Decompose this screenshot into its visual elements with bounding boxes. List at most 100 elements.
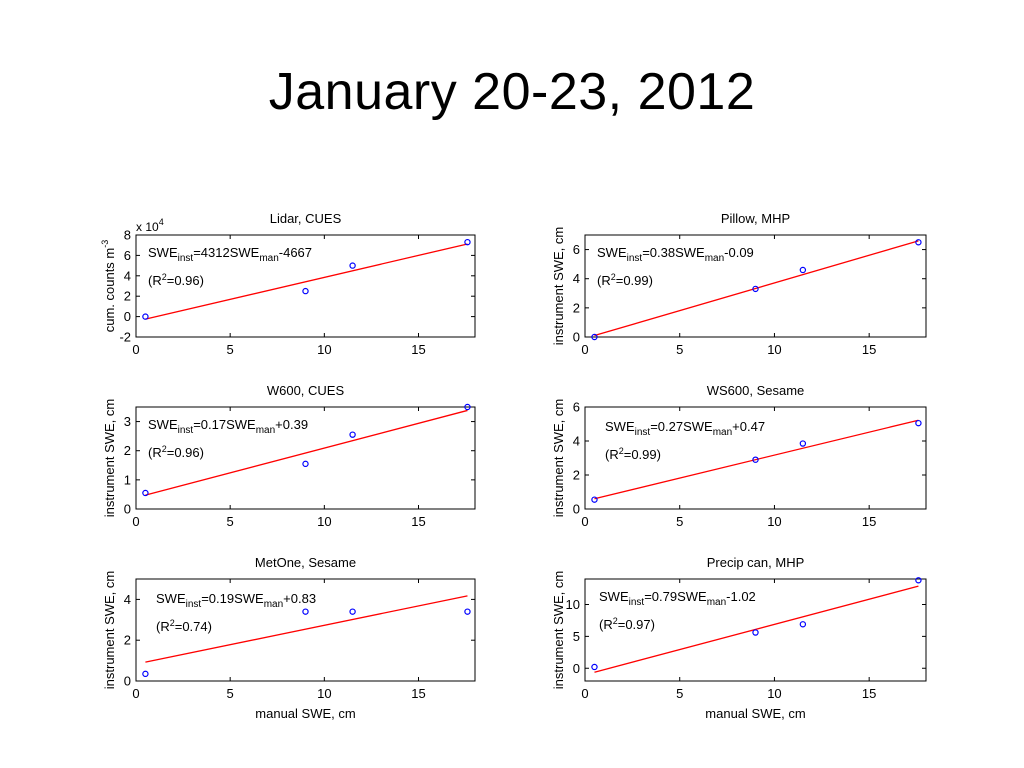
y-tick-label: 4 [124, 592, 131, 607]
fit-line [145, 409, 468, 496]
x-tick-label: 15 [862, 342, 876, 357]
x-tick-label: 5 [676, 686, 683, 701]
x-tick-label: 0 [581, 342, 588, 357]
data-point [799, 621, 807, 628]
slide-title: January 20-23, 2012 [268, 63, 756, 121]
y-tick-label: 6 [573, 400, 580, 415]
plot-frame [584, 234, 927, 338]
y-axis-label: cum. counts m-3 [100, 240, 117, 333]
data-point [142, 489, 149, 497]
y-tick-label: 2 [124, 289, 131, 304]
y-tick-label: 2 [573, 468, 580, 483]
chart-title: Lidar, CUES [270, 211, 342, 226]
fit-line [594, 240, 919, 337]
x-tick-label: 15 [411, 514, 425, 529]
y-tick-label: 4 [573, 434, 580, 449]
x-tick-label: 0 [581, 514, 588, 529]
data-point [752, 285, 759, 293]
x-tick-label: 5 [227, 686, 234, 701]
x-tick-label: 5 [676, 342, 683, 357]
fit-equation: SWEinst=0.27SWEman+0.47 [605, 419, 765, 438]
y-tick-label: 0 [573, 661, 580, 676]
y-tick-label: 4 [573, 271, 580, 286]
r-squared-label: (R2=0.99) [597, 272, 653, 288]
y-tick-label: 0 [573, 330, 580, 345]
fit-line [145, 595, 468, 663]
chart-title: Pillow, MHP [721, 211, 790, 226]
data-point [799, 440, 807, 447]
data-point [752, 456, 759, 463]
x-tick-label: 10 [767, 342, 781, 357]
data-point [915, 239, 922, 246]
data-point [464, 403, 471, 411]
x-tick-label: 0 [132, 514, 139, 529]
x-tick-label: 15 [411, 686, 425, 701]
y-axis-multiplier: x 104 [136, 217, 164, 234]
y-axis-label: instrument SWE, cm [102, 571, 117, 689]
y-tick-label: 4 [124, 268, 131, 283]
fit-line [145, 243, 468, 320]
chart-title: WS600, Sesame [707, 383, 805, 398]
x-tick-label: 10 [767, 686, 781, 701]
x-tick-label: 0 [132, 686, 139, 701]
y-tick-label: 5 [573, 629, 580, 644]
x-tick-label: 5 [676, 514, 683, 529]
r-squared-label: (R2=0.97) [599, 616, 655, 632]
data-point [752, 629, 759, 636]
x-tick-label: 15 [862, 686, 876, 701]
y-tick-label: 2 [573, 300, 580, 315]
r-squared-label: (R2=0.96) [148, 444, 204, 460]
plot-frame [584, 406, 927, 510]
y-axis-label: instrument SWE, cm [551, 571, 566, 689]
y-tick-label: 6 [124, 248, 131, 263]
fit-equation: SWEinst=0.79SWEman-1.02 [599, 589, 756, 608]
y-axis-label: instrument SWE, cm [102, 399, 117, 517]
y-tick-label: 0 [124, 674, 131, 689]
x-tick-label: 10 [317, 514, 331, 529]
chart-panel: WS600, Sesame 0 5 10 15 0 2 4 6 instrument SWE, c… [551, 383, 927, 529]
chart-title: W600, CUES [267, 383, 345, 398]
fit-line [594, 585, 919, 673]
chart-title: MetOne, Sesame [255, 555, 356, 570]
chart-panel: Pillow, MHP 0 5 10 15 0 2 4 6 instrument SWE, cm S… [551, 211, 927, 357]
data-point [464, 608, 471, 615]
y-tick-label: 2 [124, 633, 131, 648]
fit-equation: SWEinst=0.17SWEman+0.39 [148, 417, 308, 436]
r-squared-label: (R2=0.74) [156, 618, 212, 634]
plot-frame [135, 578, 476, 682]
data-point [142, 313, 149, 320]
y-tick-label: 6 [573, 242, 580, 257]
plot-frame [135, 406, 476, 510]
data-point [302, 287, 309, 295]
x-axis-label: manual SWE, cm [255, 706, 355, 721]
x-tick-label: 0 [132, 342, 139, 357]
y-tick-label: 3 [124, 414, 131, 429]
data-point [799, 266, 807, 274]
data-point [349, 608, 356, 615]
x-tick-label: 10 [317, 686, 331, 701]
data-point [302, 460, 309, 468]
x-tick-label: 5 [227, 342, 234, 357]
chart-panel: MetOne, Sesame 0 5 10 15 0 2 4 instrument SWE, c… [102, 555, 476, 721]
y-axis-label: instrument SWE, cm [551, 399, 566, 517]
y-tick-label: 10 [566, 597, 580, 612]
data-point [142, 670, 149, 678]
data-point [349, 262, 356, 269]
y-tick-label: 2 [124, 443, 131, 458]
chart-panel: W600, CUES 0 5 10 15 0 1 2 3 instrument SWE, cm SW… [102, 383, 476, 529]
y-tick-label: 0 [124, 502, 131, 517]
fit-equation: SWEinst=0.38SWEman-0.09 [597, 245, 754, 264]
x-tick-label: 0 [581, 686, 588, 701]
y-tick-label: 8 [124, 228, 131, 243]
x-tick-label: 15 [862, 514, 876, 529]
data-point [915, 419, 922, 427]
data-point [591, 496, 598, 503]
fit-equation: SWEinst=4312SWEman-4667 [148, 245, 312, 264]
data-point [349, 431, 356, 438]
data-point [464, 238, 471, 246]
x-axis-label: manual SWE, cm [705, 706, 805, 721]
data-point [915, 577, 922, 584]
y-tick-label: -2 [119, 330, 131, 345]
y-tick-label: 1 [124, 472, 131, 487]
